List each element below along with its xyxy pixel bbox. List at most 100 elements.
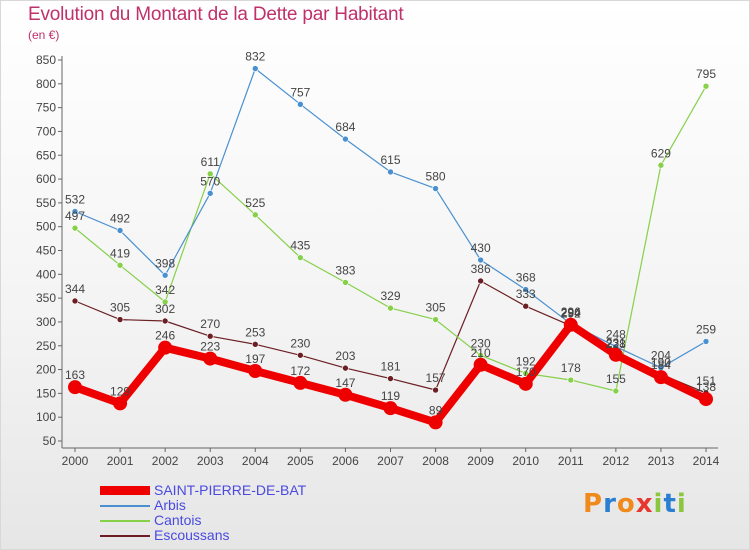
y-tick-label: 800 (36, 77, 56, 91)
data-point (342, 135, 349, 143)
y-tick-label: 650 (36, 148, 56, 162)
data-label: 181 (380, 360, 400, 374)
data-label: 197 (245, 352, 265, 366)
data-label: 684 (335, 120, 355, 134)
data-label: 580 (426, 170, 446, 184)
data-point (567, 376, 575, 384)
data-point (68, 380, 82, 395)
data-label: 163 (65, 368, 85, 382)
data-label: 532 (65, 192, 85, 206)
data-point (522, 286, 530, 293)
y-tick-label: 350 (36, 291, 56, 305)
data-point (293, 375, 308, 390)
data-label: 292 (561, 307, 581, 321)
data-point (251, 65, 259, 72)
data-label: 629 (651, 146, 671, 160)
data-label: 253 (245, 325, 265, 339)
data-label: 138 (696, 380, 716, 394)
data-point (657, 161, 665, 169)
data-point (206, 170, 214, 178)
data-point (206, 332, 214, 340)
logo-letter: t (663, 489, 677, 519)
data-label: 172 (290, 364, 310, 378)
data-point (203, 351, 218, 366)
y-tick-label: 500 (36, 220, 56, 234)
data-label: 230 (290, 336, 310, 350)
data-label: 398 (155, 256, 175, 270)
y-tick-label: 600 (36, 172, 56, 186)
data-label: 259 (696, 322, 716, 336)
x-tick-label: 2000 (62, 454, 89, 468)
data-label: 525 (245, 196, 265, 210)
y-tick-label: 100 (36, 410, 56, 424)
data-point (116, 227, 124, 234)
data-label: 430 (471, 241, 491, 255)
x-tick-label: 2009 (467, 454, 494, 468)
data-point (206, 190, 214, 197)
y-tick-label: 150 (36, 386, 56, 400)
data-point (432, 316, 439, 323)
data-label: 248 (606, 328, 626, 342)
y-tick-label: 450 (36, 244, 56, 258)
data-label: 129 (110, 384, 130, 398)
data-label: 190 (651, 355, 671, 369)
x-tick-label: 2013 (648, 454, 675, 468)
data-point (563, 317, 578, 332)
x-tick-label: 2002 (152, 454, 179, 468)
x-tick-label: 2012 (603, 454, 630, 468)
proxiti-logo: Proxiti (583, 489, 687, 519)
data-point (161, 298, 169, 306)
y-tick-label: 250 (36, 339, 56, 353)
data-label: 386 (471, 262, 491, 276)
data-label: 296 (561, 305, 581, 319)
data-point (383, 401, 398, 416)
x-tick-label: 2006 (332, 454, 359, 468)
logo-letter: r (603, 489, 617, 519)
logo-letter: x (635, 489, 654, 519)
legend-label: SAINT-PIERRE-DE-BAT (154, 482, 307, 498)
data-point (432, 386, 439, 394)
data-label: 203 (335, 349, 355, 363)
data-label: 119 (381, 389, 400, 403)
data-label: 230 (471, 336, 491, 350)
data-point (161, 271, 169, 279)
chart-title: Evolution du Montant de la Dette par Hab… (28, 4, 404, 25)
data-label: 89 (429, 403, 443, 417)
x-tick-label: 2005 (287, 454, 314, 468)
x-tick-label: 2011 (558, 454, 584, 468)
data-label: 329 (380, 289, 400, 303)
x-tick-label: 2007 (377, 454, 404, 468)
data-point (71, 297, 79, 305)
data-point (653, 370, 668, 385)
data-label: 570 (200, 174, 220, 188)
data-label: 615 (380, 153, 400, 167)
x-tick-label: 2008 (422, 454, 449, 468)
data-point (161, 317, 169, 325)
legend-swatch (100, 486, 150, 495)
legend-swatch (100, 505, 150, 507)
data-point (387, 304, 394, 312)
y-tick-label: 850 (36, 53, 56, 67)
data-label: 757 (290, 85, 310, 99)
data-point (248, 363, 263, 378)
logo-letter: i (676, 489, 687, 519)
data-point (297, 254, 304, 261)
x-tick-label: 2001 (107, 454, 134, 468)
data-point (71, 208, 79, 215)
data-label: 192 (516, 354, 536, 368)
data-label: 302 (155, 302, 175, 316)
y-tick-label: 200 (36, 363, 56, 377)
data-point (702, 82, 710, 90)
data-point (432, 185, 439, 192)
data-label: 435 (290, 239, 310, 253)
x-tick-label: 2003 (197, 454, 224, 468)
legend-label: Arbis (154, 497, 186, 513)
data-point (71, 224, 79, 232)
y-tick-label: 550 (36, 196, 56, 210)
y-tick-label: 750 (36, 101, 56, 115)
legend-label: Cantois (154, 512, 202, 528)
data-label: 832 (245, 50, 265, 64)
data-label: 342 (155, 283, 175, 297)
y-tick-label: 400 (36, 267, 56, 281)
